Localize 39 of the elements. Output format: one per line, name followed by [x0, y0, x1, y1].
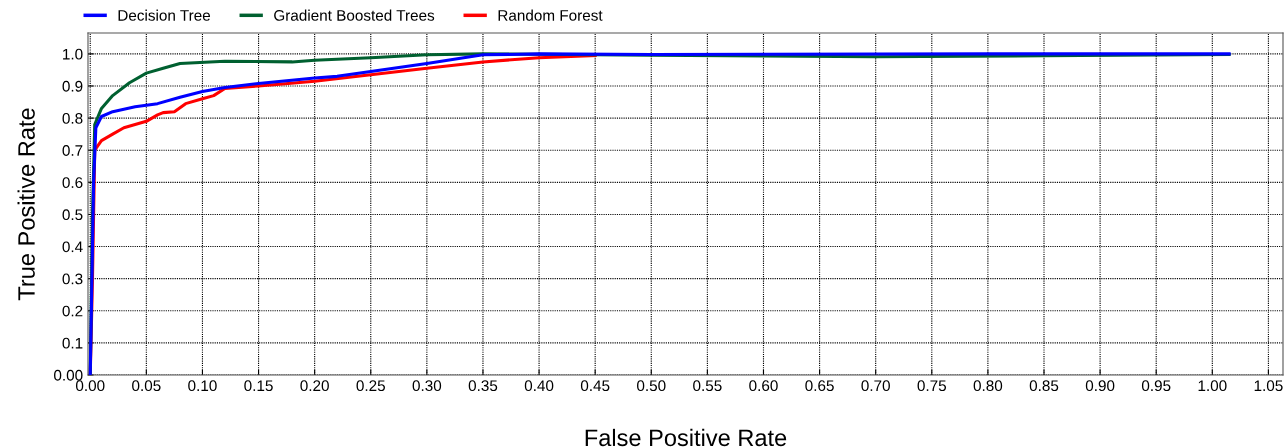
x-tick-label: 1.00 — [1198, 380, 1227, 392]
x-tick-label: 0.35 — [468, 380, 498, 392]
x-tick-label: 0.90 — [1085, 380, 1115, 392]
legend-label: Random Forest — [498, 9, 603, 21]
x-tick-label: 0.05 — [132, 380, 161, 392]
y-tick-label: 0.9 — [62, 80, 83, 92]
y-tick-label: 0.2 — [62, 305, 83, 317]
y-tick-label: 0.00 — [54, 369, 83, 381]
x-tick-label: 0.75 — [917, 380, 947, 392]
y-tick-label: 0.5 — [62, 209, 83, 221]
y-tick-label: 0.1 — [62, 337, 83, 349]
line-series — [88, 52, 1231, 375]
y-tick-label: 0.4 — [62, 241, 83, 253]
y-tick-label: 1.0 — [63, 48, 83, 60]
y-tick-label: 0.3 — [62, 273, 83, 285]
y-axis-title: True Positive Rate — [17, 108, 35, 301]
x-tick-label: 0.65 — [805, 380, 834, 392]
x-tick-label: 0.85 — [1029, 380, 1059, 392]
x-tick-label: 0.25 — [356, 380, 385, 392]
x-tick-label: 0.00 — [75, 380, 105, 392]
x-tick-label: 0.15 — [244, 380, 273, 392]
x-tick-label: 0.95 — [1141, 380, 1171, 392]
x-tick-label: 0.60 — [749, 380, 778, 392]
x-tick-label: 0.80 — [973, 380, 1003, 392]
x-tick-label: 0.10 — [188, 380, 217, 392]
x-tick-label: 0.45 — [580, 380, 610, 392]
x-tick-label: 0.40 — [524, 380, 554, 392]
y-tick-label: 0.6 — [62, 177, 83, 189]
x-tick-label: 1.05 — [1254, 380, 1283, 392]
x-tick-label: 0.30 — [412, 380, 442, 392]
x-tick-label: 0.55 — [693, 380, 722, 392]
x-tick-label: 0.50 — [637, 380, 666, 392]
y-tick-label: 0.8 — [62, 112, 83, 124]
x-tick-label: 0.20 — [300, 380, 329, 392]
legend-label: Decision Tree — [118, 9, 211, 21]
y-tick-label: 0.7 — [62, 145, 83, 156]
legend-label: Gradient Boosted Trees — [274, 9, 435, 21]
x-tick-label: 0.70 — [861, 380, 890, 392]
x-axis-title: False Positive Rate — [585, 428, 787, 447]
